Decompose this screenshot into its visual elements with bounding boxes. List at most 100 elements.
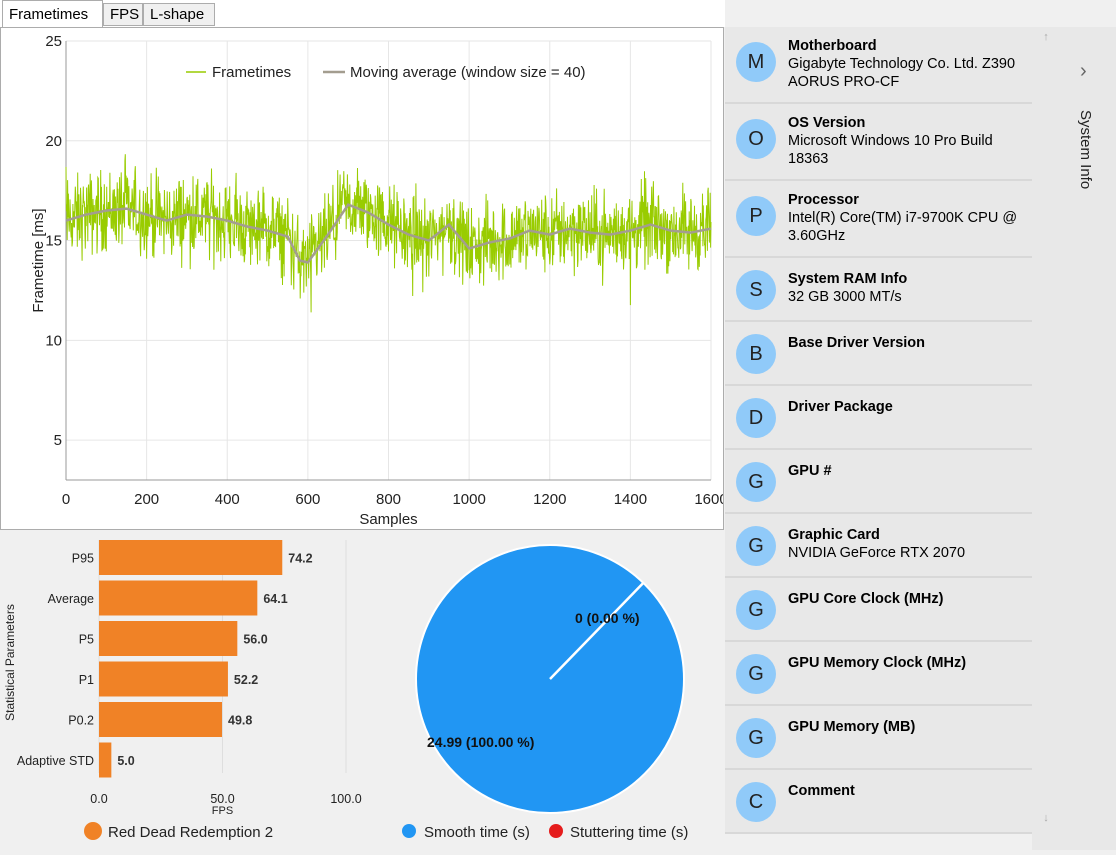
system-info-item: M Motherboard Gigabyte Technology Co. Ltd.… [725,27,1032,104]
legend-frametimes-label: Frametimes [212,64,291,81]
avatar: G [736,654,776,694]
arrow-up-icon[interactable]: ↑ [1043,31,1049,43]
legend-smooth-swatch [402,824,416,838]
bar-p5 [99,621,238,656]
bar-x-tick-label: 0.0 [90,792,107,806]
tab-frametimes[interactable]: Frametimes [2,0,103,27]
system-info-list: M Motherboard Gigabyte Technology Co. Ltd.… [725,27,1032,850]
system-info-text: System RAM Info 32 GB 3000 MT/s [788,270,1018,306]
pie-label-smooth: 24.99 (100.00 %) [427,734,534,750]
bar-category-label: P1 [79,673,94,687]
y-tick-label: 5 [54,432,62,449]
avatar: G [736,526,776,566]
y-tick-label: 15 [45,233,62,250]
avatar: P [736,196,776,236]
system-info-item: G GPU # [725,450,1032,514]
system-info-item: S System RAM Info 32 GB 3000 MT/s [725,258,1032,322]
bar-category-label: P0.2 [68,714,94,728]
bar-plot-area: 0.0 50.0 100.0 FPS Statistical Parameters P95… [3,540,362,817]
bar-value-label: 52.2 [234,673,258,687]
bar-value-label: 74.2 [288,552,312,566]
system-info-title: GPU Core Clock (MHz) [788,591,944,607]
system-info-value: NVIDIA GeForce RTX 2070 [788,545,966,561]
system-info-item: P Processor Intel(R) Core(TM) i7-9700K CPU… [725,181,1032,258]
legend-game-swatch [84,822,102,840]
y-axis-label: Frametime [ms] [30,208,47,312]
x-tick-label: 1000 [452,491,485,508]
x-tick-label: 1200 [533,491,566,508]
system-info-title: OS Version [788,115,866,131]
system-info-value: 32 GB 3000 MT/s [788,289,902,305]
system-info-title: Processor [788,192,859,208]
moving-average-series-line [65,203,712,264]
system-info-item: C Comment [725,770,1032,834]
bar-adaptive-std [99,742,112,778]
system-info-text: GPU Core Clock (MHz) [788,590,1018,608]
system-info-title: Comment [788,783,855,799]
bar-p0-2 [99,702,223,737]
avatar: M [736,42,776,82]
plot-area: 0 200 400 600 800 1000 1200 1400 1600 5 10 15 20 25 Sa… [30,33,728,528]
bar-category-label: Adaptive STD [17,754,94,768]
frametimes-chart[interactable]: 0 200 400 600 800 1000 1200 1400 1600 5 10 15 20 25 Sa… [1,28,728,529]
system-info-title: System RAM Info [788,271,908,287]
arrow-down-icon[interactable]: ↓ [1043,812,1049,824]
tab-fps[interactable]: FPS [103,3,143,26]
x-tick-label: 800 [376,491,401,508]
system-info-value: Microsoft Windows 10 Pro Build 18363 [788,133,993,167]
avatar: G [736,590,776,630]
system-info-item: G GPU Memory Clock (MHz) [725,642,1032,706]
bar-x-tick-label: 100.0 [330,792,361,806]
pie-label-stutter: 0 (0.00 %) [575,610,640,626]
legend-smooth-label: Smooth time (s) [424,824,530,841]
system-info-item: G Graphic Card NVIDIA GeForce RTX 2070 [725,514,1032,578]
bar-value-label: 5.0 [117,754,134,768]
system-info-value: Intel(R) Core(TM) i7-9700K CPU @ 3.60GHz [788,210,1018,244]
avatar: O [736,119,776,159]
system-info-item: G GPU Memory (MB) [725,706,1032,770]
avatar: G [736,718,776,758]
legend-moving-average-label: Moving average (window size = 40) [350,64,586,81]
system-info-title: Base Driver Version [788,335,926,351]
x-tick-label: 400 [215,491,240,508]
fps-statistics-chart: 0.0 50.0 100.0 FPS Statistical Parameters P95… [3,540,362,841]
chevron-right-icon[interactable]: › [1080,60,1087,82]
tab-bar: Frametimes FPS L-shape [0,0,725,27]
avatar: G [736,462,776,502]
x-tick-label: 1400 [614,491,647,508]
x-tick-label: 0 [62,491,70,508]
bar-x-tick-label: 50.0 [210,792,234,806]
system-info-value: Gigabyte Technology Co. Ltd. Z390 AORUS … [788,56,1016,90]
y-tick-label: 25 [45,33,62,50]
y-tick-label: 20 [45,133,62,150]
bar-average [99,580,258,616]
frametimes-panel: 0 200 400 600 800 1000 1200 1400 1600 5 10 15 20 25 Sa… [0,27,728,530]
avatar: D [736,398,776,438]
system-info-text: Motherboard Gigabyte Technology Co. Ltd. … [788,37,1018,91]
bar-category-label: Average [48,592,94,606]
system-info-title: Graphic Card [788,527,880,543]
system-info-text: GPU # [788,462,1018,480]
side-panel-toggle[interactable]: System Info [1060,110,1110,200]
tab-l-shape[interactable]: L-shape [143,3,215,26]
side-panel-label: System Info [1077,110,1094,190]
side-panel-strip [1032,27,1116,850]
bar-category-label: P5 [79,633,94,647]
x-tick-label: 600 [295,491,320,508]
legend-stutter-label: Stuttering time (s) [570,824,688,841]
system-info-text: Base Driver Version [788,334,1018,352]
system-info-title: Driver Package [788,399,893,415]
fps-statistics-panel: 0.0 50.0 100.0 FPS Statistical Parameters P95… [0,531,375,850]
system-info-title: Motherboard [788,38,877,54]
chart-legend: Frametimes Moving average (window size = … [186,64,586,81]
avatar: S [736,270,776,310]
bar-value-label: 64.1 [263,592,287,606]
system-info-title: GPU # [788,463,832,479]
x-axis-label: Samples [359,511,417,528]
system-info-text: Comment [788,782,1018,800]
avatar: C [736,782,776,822]
system-info-title: GPU Memory Clock (MHz) [788,655,967,671]
x-tick-label: 200 [134,491,159,508]
pie-slice-separator [549,582,645,680]
system-info-text: GPU Memory Clock (MHz) [788,654,1018,672]
